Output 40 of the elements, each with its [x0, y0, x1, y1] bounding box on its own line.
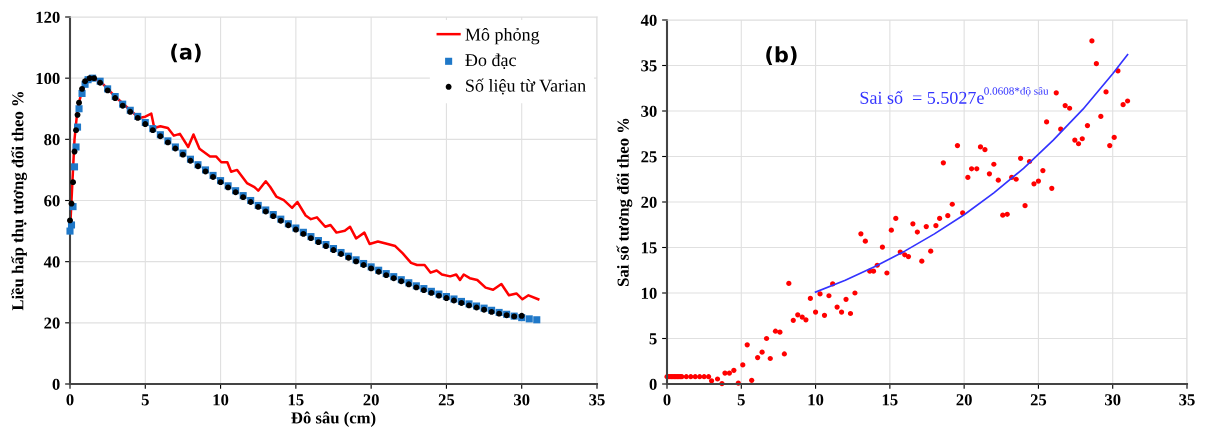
- y-tick-label: 5: [649, 333, 657, 345]
- y-tick-label: 0: [649, 378, 657, 390]
- y-tick-label: 60: [44, 195, 60, 207]
- x-tick-label: 0: [66, 394, 74, 406]
- y-tick-label: 0: [52, 378, 60, 390]
- x-tick-label: 15: [288, 394, 304, 406]
- x-tick-label: 35: [1179, 394, 1195, 406]
- x-tick-label: 10: [213, 394, 229, 406]
- y-tick-label: 10: [641, 287, 657, 299]
- y-tick-label: 20: [44, 317, 60, 329]
- x-tick-label: 0: [663, 394, 671, 406]
- text: (b): [766, 46, 797, 65]
- x-tick-label: 5: [141, 394, 149, 406]
- x-tick-label: 5: [737, 394, 745, 406]
- x-tick-label: 15: [882, 394, 898, 406]
- text: (a): [171, 43, 201, 63]
- x-axis-title: Đô sâu (cm): [291, 411, 376, 427]
- y-tick-label: 35: [641, 60, 657, 72]
- x-tick-label: 30: [514, 394, 530, 406]
- x-tick-label: 35: [589, 394, 605, 406]
- y-tick-label: 30: [641, 105, 657, 117]
- x-tick-label: 30: [1105, 394, 1121, 406]
- y-tick-label: 40: [640, 14, 657, 26]
- y-tick-label: 15: [641, 242, 657, 254]
- y-tick-label: 25: [641, 151, 657, 163]
- x-tick-label: 25: [438, 394, 455, 406]
- x-tick-label: 10: [808, 394, 824, 406]
- y-axis-title: Liều hấp thụ tương đối theo %: [11, 91, 27, 311]
- y-tick-label: 120: [36, 11, 60, 23]
- y-tick-label: 20: [641, 196, 657, 208]
- y-tick-label: 80: [44, 134, 60, 146]
- y-axis-title: Sai số tương đối theo %: [616, 118, 633, 286]
- legend-label: Số liệu từ Varian: [466, 78, 586, 95]
- x-tick-label: 20: [956, 394, 972, 406]
- x-tick-label: 25: [1030, 394, 1047, 406]
- legend-label: Đo đạc: [465, 53, 516, 70]
- legend-label: Mô phỏng: [465, 27, 540, 45]
- x-tick-label: 20: [363, 394, 379, 406]
- y-tick-label: 40: [43, 256, 60, 268]
- y-tick-label: 100: [36, 72, 60, 85]
